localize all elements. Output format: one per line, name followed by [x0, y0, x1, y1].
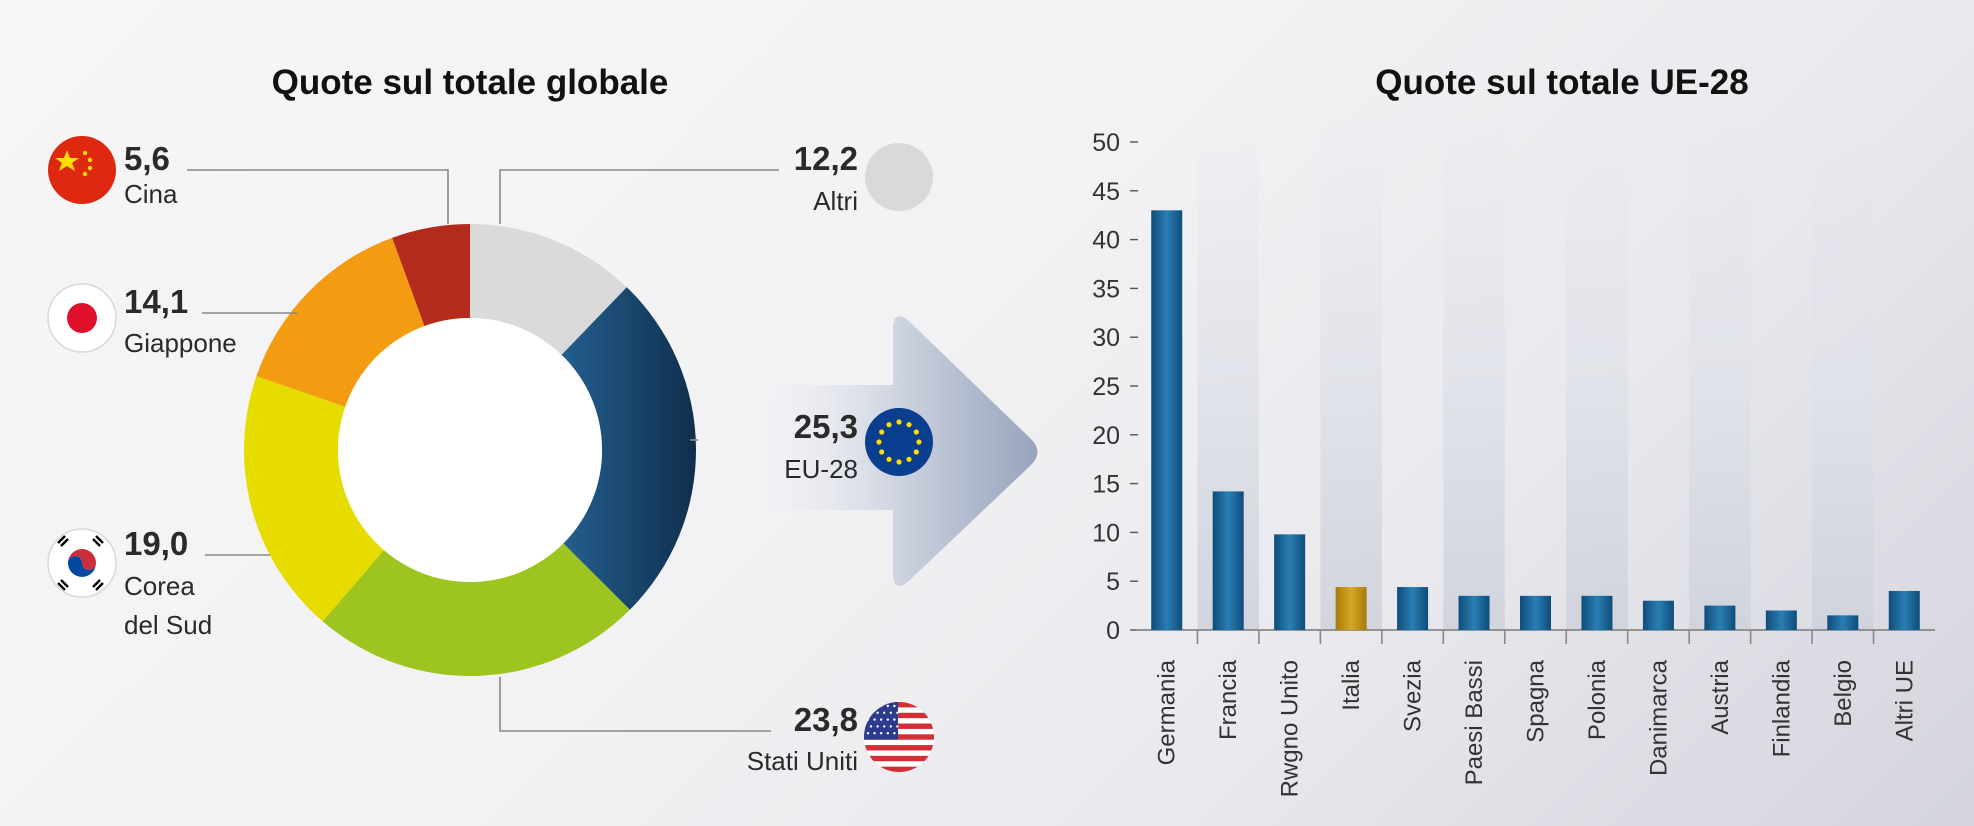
china-flag-icon: [48, 136, 116, 204]
label-giappone: Giappone: [124, 328, 237, 358]
donut-slice-usa: [322, 543, 630, 676]
column-stripe: [1812, 115, 1874, 630]
value-corea: 19,0: [124, 525, 188, 562]
callout-altri: 12,2 Altri: [794, 140, 933, 216]
bar-rwgno-unito: [1274, 534, 1306, 630]
value-usa: 23,8: [794, 701, 858, 738]
bar-austria: [1704, 605, 1736, 630]
eu-star: [913, 429, 919, 435]
eu-star: [916, 439, 922, 445]
x-tick-label: Svezia: [1400, 659, 1427, 732]
label-cina: Cina: [124, 179, 178, 209]
x-tick-label: Polonia: [1584, 659, 1611, 740]
bar-finlandia: [1765, 610, 1797, 630]
x-tick-label: Germania: [1154, 659, 1181, 765]
donut-slice-eu: [561, 287, 696, 610]
bar-chart: 0 5 10 15 20 25 30 35 40 45 50 Germania Francia Rwgno…: [1092, 115, 1935, 797]
column-stripe: [1443, 115, 1505, 630]
x-tick-label: Danimarca: [1645, 659, 1672, 776]
y-tick-label: 15: [1092, 471, 1120, 499]
bar-svezia: [1397, 587, 1429, 630]
y-tick-label: 25: [1092, 373, 1120, 401]
bar-italia: [1335, 587, 1367, 630]
bar-spagna: [1520, 595, 1551, 630]
eu-star: [879, 449, 885, 455]
callout-giappone: 14,1 Giappone: [47, 283, 237, 358]
callout-cina: 5,6 Cina: [48, 136, 178, 209]
bar-polonia: [1581, 595, 1613, 630]
value-cina: 5,6: [124, 140, 170, 177]
eu-flag-icon: [865, 408, 933, 476]
south-korea-flag-icon: [47, 528, 117, 598]
japan-flag-icon: [47, 283, 117, 353]
eu-star: [876, 439, 882, 445]
x-tick-label: Belgio: [1830, 660, 1857, 727]
y-tick-label: 35: [1092, 275, 1120, 303]
eu-star: [886, 422, 892, 428]
callout-usa: 23,8 Stati Uniti: [747, 701, 934, 776]
label-usa: Stati Uniti: [747, 746, 858, 776]
bar-paesi-bassi: [1458, 595, 1490, 630]
x-tick-label: Altri UE: [1891, 660, 1918, 741]
us-flag-icon: [864, 702, 934, 772]
value-eu: 25,3: [794, 408, 858, 445]
eu-star: [879, 429, 885, 435]
y-tick-label: 45: [1092, 178, 1120, 206]
column-stripe: [1566, 115, 1628, 630]
x-tick-label: Rwgno Unito: [1277, 660, 1304, 797]
donut-slice-altri: [470, 224, 627, 355]
y-tick-label: 5: [1106, 568, 1120, 596]
y-tick-label: 0: [1106, 617, 1120, 645]
eu-star: [913, 449, 919, 455]
callout-eu: 25,3 EU-28: [784, 408, 933, 484]
grey-circle-icon: [865, 143, 933, 211]
donut-slice-giappone: [256, 237, 425, 407]
leader-line-cina: [187, 169, 449, 224]
eu-star: [886, 456, 892, 462]
donut-hole: [338, 318, 602, 582]
label-corea-line2: del Sud: [124, 610, 212, 640]
donut-slice-cina: [392, 224, 470, 327]
eu-star: [906, 422, 912, 428]
bar-belgio: [1827, 615, 1859, 630]
donut-slice-corea: [243, 376, 384, 622]
leader-lines: [187, 169, 779, 732]
y-tick-label: 20: [1092, 422, 1120, 450]
x-tick-label: Spagna: [1523, 659, 1550, 742]
bar-title: Quote sul totale UE-28: [1375, 63, 1748, 102]
column-stripe: [1689, 115, 1751, 630]
y-tick-label: 40: [1092, 227, 1120, 255]
callout-corea: 19,0 Corea del Sud: [47, 525, 212, 640]
x-tick-label: Italia: [1338, 659, 1365, 710]
column-stripe: [1320, 115, 1382, 630]
x-tick-label: Finlandia: [1768, 659, 1795, 757]
pie-title: Quote sul totale globale: [272, 63, 669, 102]
bar-altri-ue: [1888, 590, 1920, 630]
label-corea-line1: Corea: [124, 571, 195, 601]
y-tick-label: 10: [1092, 519, 1120, 547]
leader-line-altri: [499, 169, 779, 224]
bar-francia: [1212, 491, 1244, 630]
eu-star: [896, 419, 902, 425]
x-tick-label: Francia: [1215, 659, 1242, 740]
donut-chart: [243, 224, 696, 676]
bar-danimarca: [1642, 600, 1674, 630]
bar-germania: [1151, 210, 1183, 630]
eu-star: [906, 456, 912, 462]
y-tick-label: 30: [1092, 324, 1120, 352]
x-tick-label: Austria: [1707, 659, 1734, 734]
leader-line-usa: [499, 677, 771, 732]
y-tick-label: 50: [1092, 129, 1120, 157]
label-eu: EU-28: [784, 454, 858, 484]
eu-star: [896, 459, 902, 465]
x-tick-label: Paesi Bassi: [1461, 660, 1488, 785]
label-altri: Altri: [813, 186, 858, 216]
value-giappone: 14,1: [124, 283, 188, 320]
value-altri: 12,2: [794, 140, 858, 177]
